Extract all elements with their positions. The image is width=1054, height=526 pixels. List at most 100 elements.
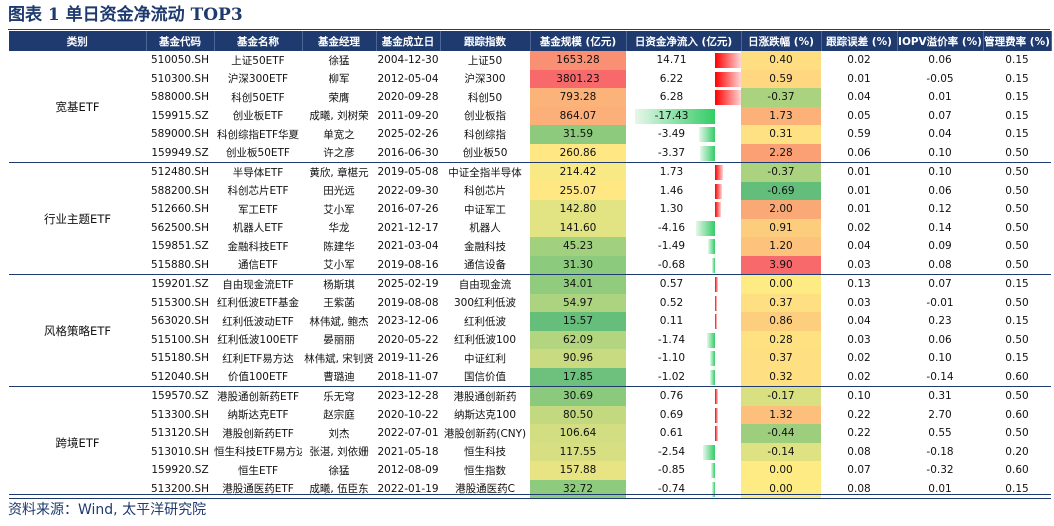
- fund-name-cell: 红利ETF易方达: [222, 352, 294, 365]
- iopv-premium-cell: 0.06: [928, 54, 952, 67]
- net-inflow-cell: -4.16: [626, 219, 741, 238]
- source-note: 资料来源：Wind, 太平洋研究院: [8, 502, 207, 518]
- inception-date-cell: 2021-05-18: [377, 445, 439, 458]
- fund-manager-cell: 柳军: [328, 73, 350, 86]
- flow-value: -0.68: [657, 258, 686, 271]
- flow-value: 0.52: [659, 296, 684, 309]
- net-inflow-cell: 0.57: [626, 275, 741, 294]
- inception-date-cell: 2023-12-28: [377, 390, 439, 403]
- iopv-premium-cell: 0.01: [897, 479, 983, 499]
- tracking-error-cell: 0.22: [847, 408, 871, 421]
- daily-return-cell: -0.14: [741, 442, 821, 461]
- flow-bar: [715, 165, 723, 180]
- inception-date-cell: 2021-03-04: [377, 240, 439, 253]
- fund-scale-cell: 157.88: [530, 461, 626, 480]
- tracking-index-cell: 港股创新药(CNY): [443, 427, 527, 440]
- tracking-error-cell: 0.02: [847, 54, 871, 67]
- fund-scale-cell: 31.59: [530, 125, 626, 144]
- management-fee-cell: 0.50: [1005, 240, 1029, 253]
- daily-return-cell: -0.17: [741, 386, 821, 406]
- daily-return-cell: 0.31: [741, 125, 821, 144]
- category-cell: 风格策略ETF: [9, 274, 146, 387]
- fund-code-cell: 159201.SZ: [151, 278, 209, 291]
- net-inflow-cell: -1.74: [626, 331, 741, 350]
- iopv-premium-cell: -0.01: [926, 296, 954, 309]
- net-inflow-cell: -1.49: [626, 237, 741, 256]
- fund-name-cell: 科创综指ETF华夏: [216, 128, 300, 141]
- daily-return-cell: 0.59: [741, 69, 821, 88]
- management-fee-cell: 0.15: [1005, 72, 1029, 85]
- net-inflow-cell: 14.71: [626, 51, 741, 70]
- fund-scale-cell: 15.57: [530, 312, 626, 331]
- fund-scale-cell: 32.72: [530, 479, 626, 499]
- tracking-error-cell: 0.59: [847, 128, 871, 141]
- category-cell: 行业主题ETF: [9, 162, 146, 275]
- tracking-error-cell: 0.01: [847, 72, 871, 85]
- fund-code-cell: 159851.SZ: [151, 240, 209, 253]
- header-iopv: IOPV溢价率 (%): [897, 31, 984, 51]
- iopv-premium-cell: 0.07: [928, 109, 952, 122]
- tracking-index-cell: 中证全指半导体: [448, 166, 522, 179]
- fund-manager-cell: 乐无穹: [323, 390, 355, 403]
- net-inflow-cell: -17.43: [626, 107, 741, 126]
- flow-value: 0.11: [659, 315, 684, 328]
- table-row: 515300.SH 红利低波ETF基金 王紫菡 2019-08-08 300红利低波 54…: [9, 293, 1051, 312]
- fund-manager-cell: 赵宗庭: [323, 409, 355, 422]
- inception-date-cell: 2012-05-04: [377, 72, 439, 85]
- daily-return-cell: 0.37: [741, 349, 821, 368]
- flow-bar: [635, 108, 715, 124]
- fund-manager-cell: 黄欣, 章椹元: [309, 166, 369, 179]
- net-inflow-cell: 1.30: [626, 200, 741, 219]
- inception-date-cell: 2004-12-30: [377, 54, 439, 67]
- header-manager: 基金经理: [302, 31, 377, 51]
- flow-bar: [715, 314, 717, 329]
- inception-date-cell: 2019-08-08: [377, 296, 439, 309]
- net-inflow-cell: 6.22: [626, 70, 741, 89]
- tracking-index-cell: 科创50: [467, 91, 503, 104]
- flow-bar: [715, 183, 722, 199]
- page-title: 图表 1 单日资金净流动 TOP3: [8, 5, 243, 25]
- iopv-premium-cell: -0.14: [897, 367, 983, 387]
- daily-return-cell: 2.28: [741, 143, 821, 163]
- iopv-premium-cell: 0.10: [928, 352, 952, 365]
- fund-name-cell: 自由现金流ETF: [222, 278, 294, 291]
- net-inflow-cell: 1.73: [626, 163, 741, 182]
- management-fee-cell: 0.20: [1005, 445, 1029, 458]
- tracking-index-cell: 科创芯片: [464, 185, 506, 198]
- fund-code-cell: 513300.SH: [151, 408, 209, 421]
- tracking-index-cell: 中证红利: [464, 352, 506, 365]
- flow-value: -1.49: [657, 240, 686, 253]
- fund-code-cell: 563020.SH: [151, 315, 209, 328]
- inception-date-cell: 2020-05-22: [377, 333, 439, 346]
- table-row: 宽基ETF 510050.SH 上证50ETF 徐猛 2004-12-30 上证50 165…: [9, 51, 1051, 163]
- fund-code-cell: 159949.SZ: [146, 143, 214, 163]
- tracking-error-cell: 0.01: [847, 184, 871, 197]
- tracking-index-cell: 沪深300: [464, 73, 506, 86]
- category-cell: 跨境ETF: [9, 386, 146, 499]
- flow-value: 1.30: [659, 203, 684, 216]
- daily-return-cell: -0.37: [741, 88, 821, 107]
- net-inflow-cell: 6.28: [626, 88, 741, 107]
- inception-date-cell: 2019-08-16: [376, 255, 440, 275]
- tracking-error-cell: 0.04: [847, 240, 871, 253]
- fund-name-cell: 红利低波100ETF: [217, 334, 299, 347]
- fund-manager-cell: 艾小军: [302, 255, 376, 275]
- management-fee-cell: 0.15: [1005, 91, 1029, 104]
- flow-bar: [710, 351, 715, 366]
- category-cell: 宽基ETF: [9, 51, 146, 163]
- fund-code-cell: 159570.SZ: [151, 390, 209, 403]
- flow-value: 6.22: [659, 72, 684, 85]
- net-inflow-cell: -0.85: [626, 461, 741, 480]
- daily-return-cell: 2.00: [741, 200, 821, 219]
- inception-date-cell: 2022-07-01: [377, 427, 439, 440]
- fund-manager-cell: 林伟斌, 宋钊贤: [304, 352, 374, 365]
- fund-code-cell: 512480.SH: [151, 166, 209, 179]
- iopv-premium-cell: 0.23: [928, 315, 952, 328]
- tracking-error-cell: 0.02: [847, 352, 871, 365]
- inception-date-cell: 2025-02-26: [377, 128, 439, 141]
- fund-name-cell: 科创芯片ETF: [227, 185, 289, 198]
- fund-scale-cell: 141.60: [530, 218, 626, 237]
- inception-date-cell: 2022-01-19: [376, 479, 440, 499]
- net-inflow-cell: 0.76: [626, 387, 741, 406]
- management-fee-cell: 0.50: [1005, 166, 1029, 179]
